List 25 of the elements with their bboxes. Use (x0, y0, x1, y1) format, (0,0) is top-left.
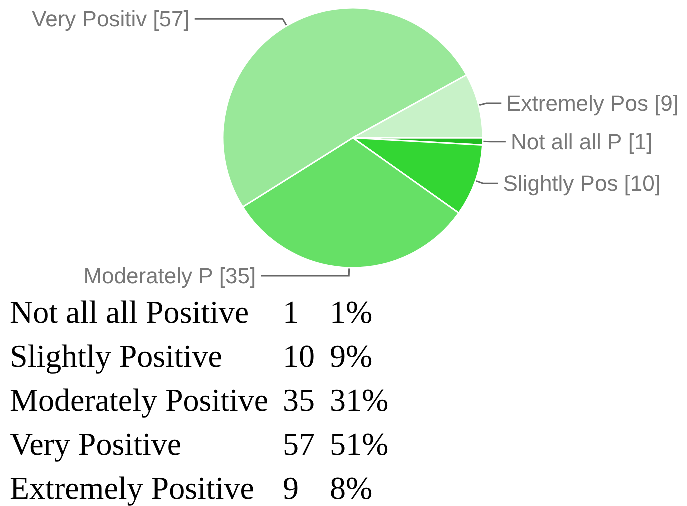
text: 57 (283, 425, 316, 464)
text: 51% (330, 425, 389, 464)
text: 8% (330, 469, 374, 506)
slice-label: Very Positiv (32, 6, 148, 32)
text: Moderately Positive (10, 381, 270, 420)
data-label: [10] (624, 171, 662, 196)
data-label: [57] (153, 6, 190, 32)
text: 1% (330, 293, 374, 332)
text: Slightly Positive (10, 337, 224, 376)
slice-label: Not all all P (510, 129, 622, 154)
text: 35 (283, 381, 316, 420)
text: Not all all Positive (10, 293, 250, 332)
data-label: [9] (654, 91, 680, 116)
text: 1 (283, 293, 300, 332)
slice-label: Slightly Pos (503, 171, 618, 196)
text: 31% (330, 381, 389, 420)
text: Very Positive (10, 425, 183, 464)
text: Extremely Positive (10, 469, 256, 506)
data-label: [35] (219, 263, 256, 288)
text: 10 (283, 337, 316, 376)
slice-label: Extremely Pos (506, 91, 648, 116)
text: 9 (283, 469, 300, 506)
text: 9% (330, 337, 374, 376)
data-label: [1] (628, 129, 653, 154)
slice-label: Moderately P (84, 263, 214, 288)
